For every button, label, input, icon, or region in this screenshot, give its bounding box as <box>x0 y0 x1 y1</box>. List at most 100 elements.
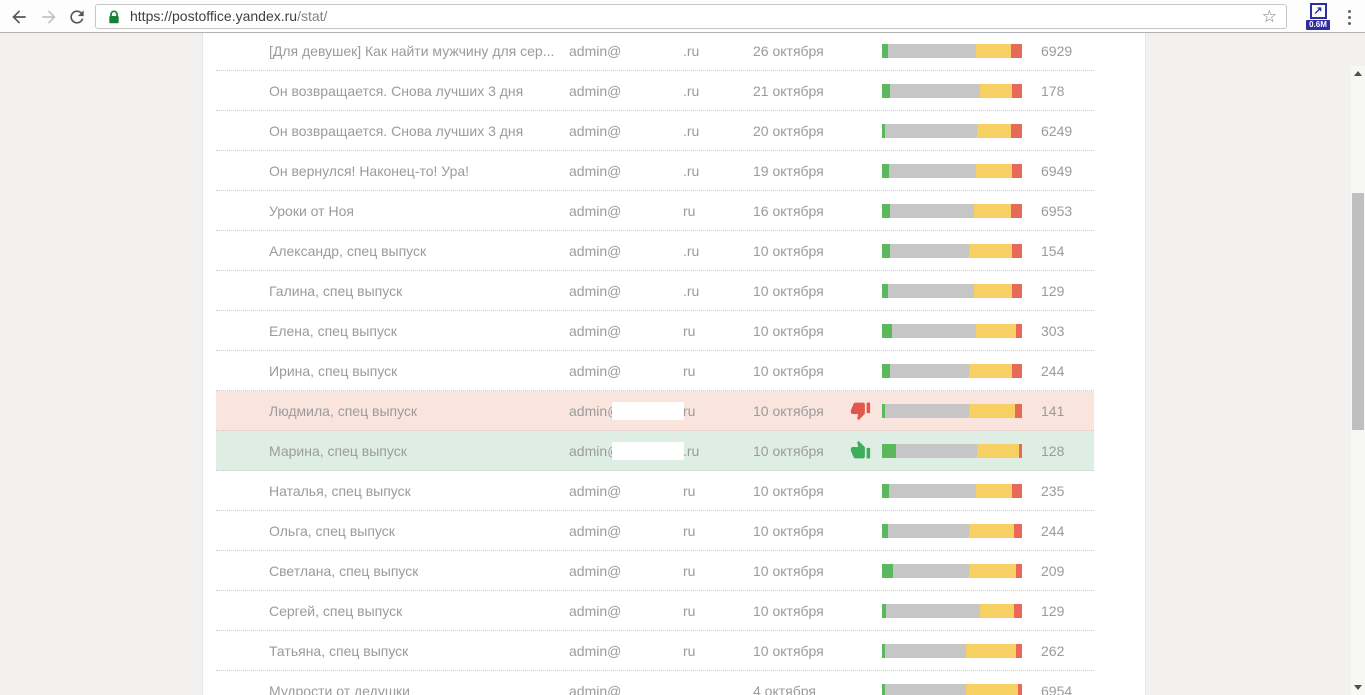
delivery-stats-bar <box>882 164 1022 178</box>
send-date: 10 октября <box>753 643 824 659</box>
bar-segment-red <box>1013 604 1022 618</box>
bar-segment-red <box>1010 124 1022 138</box>
url-host: https://postoffice.yandex.ru <box>130 8 298 24</box>
sender-email-prefix: admin@ <box>569 683 622 695</box>
bar-segment-yellow <box>975 324 1017 338</box>
scrollbar[interactable] <box>1351 66 1365 695</box>
scroll-up-button[interactable] <box>1351 66 1365 81</box>
bar-segment-green <box>882 124 885 138</box>
recipient-count: 303 <box>1041 323 1065 339</box>
recipient-count: 262 <box>1041 643 1065 659</box>
bar-segment-green <box>882 604 887 618</box>
bar-segment-green <box>882 324 892 338</box>
bar-segment-yellow <box>975 44 1011 58</box>
bar-segment-yellow <box>965 684 1018 695</box>
campaign-title: Светлана, спец выпуск <box>269 563 419 579</box>
table-row[interactable]: Татьяна, спец выпуск admin@ ru 10 октябр… <box>216 631 1094 671</box>
table-row[interactable]: Ирина, спец выпуск admin@ ru 10 октября … <box>216 351 1094 391</box>
reload-icon[interactable] <box>67 7 87 27</box>
table-row[interactable]: [Для девушек] Как найти мужчину для сер.… <box>216 33 1094 71</box>
bar-segment-gray <box>893 564 969 578</box>
send-date: 10 октября <box>753 443 824 459</box>
bar-segment-gray <box>889 164 976 178</box>
sender-email-prefix: admin@ <box>569 83 622 99</box>
sender-email-prefix: admin@ <box>569 443 622 459</box>
forward-icon[interactable] <box>39 7 59 27</box>
send-date: 10 октября <box>753 243 824 259</box>
bar-segment-gray <box>886 604 980 618</box>
recipient-count: 6249 <box>1041 123 1073 139</box>
send-date: 19 октября <box>753 163 824 179</box>
bar-segment-green <box>882 44 888 58</box>
sender-email-prefix: admin@ <box>569 243 622 259</box>
bar-segment-yellow <box>968 244 1013 258</box>
thumb-up-icon <box>850 440 871 461</box>
sender-email-suffix: ru <box>683 203 696 219</box>
table-row[interactable]: Наталья, спец выпуск admin@ ru 10 октябр… <box>216 471 1094 511</box>
delivery-stats-bar <box>882 564 1022 578</box>
bar-segment-green <box>882 84 891 98</box>
address-bar[interactable]: https://postoffice.yandex.ru/stat/ ☆ <box>95 4 1287 29</box>
table-row[interactable]: Он возвращается. Снова лучших 3 дня admi… <box>216 71 1094 111</box>
table-row[interactable]: Ольга, спец выпуск admin@ ru 10 октября … <box>216 511 1094 551</box>
sender-email-prefix: admin@ <box>569 563 622 579</box>
table-row[interactable]: Елена, спец выпуск admin@ ru 10 октября … <box>216 311 1094 351</box>
bar-segment-yellow <box>979 84 1013 98</box>
bookmark-star-icon[interactable]: ☆ <box>1261 7 1277 26</box>
sender-email-prefix: admin@ <box>569 483 622 499</box>
url-text: https://postoffice.yandex.ru/stat/ <box>130 5 327 28</box>
sender-email-prefix: admin@ <box>569 283 622 299</box>
bar-segment-red <box>1012 364 1022 378</box>
sender-email-suffix: .ru <box>683 123 700 139</box>
table-row[interactable]: Марина, спец выпуск admin@ .ru 10 октябр… <box>216 431 1094 471</box>
sender-email-prefix: admin@ <box>569 363 622 379</box>
bar-segment-red <box>1016 324 1022 338</box>
send-date: 16 октября <box>753 203 824 219</box>
extension-icon[interactable]: ↗ 0.6M <box>1303 3 1333 31</box>
sender-email-prefix: admin@ <box>569 123 622 139</box>
email-redaction-box <box>612 442 684 460</box>
bar-segment-gray <box>896 444 978 458</box>
send-date: 26 октября <box>753 43 824 59</box>
bar-segment-gray <box>887 524 969 538</box>
thumb-down-icon <box>850 400 871 421</box>
delivery-stats-bar <box>882 404 1022 418</box>
sender-email-prefix: admin@ <box>569 323 622 339</box>
bar-segment-red <box>1012 84 1022 98</box>
table-row[interactable]: Александр, спец выпуск admin@ .ru 10 окт… <box>216 231 1094 271</box>
bar-segment-green <box>882 284 888 298</box>
campaign-title: Уроки от Ноя <box>269 203 354 219</box>
table-row[interactable]: Сергей, спец выпуск admin@ ru 10 октября… <box>216 591 1094 631</box>
sender-email-suffix: .ru <box>683 163 700 179</box>
menu-icon[interactable] <box>1343 6 1355 28</box>
bar-segment-green <box>882 684 885 695</box>
sender-email-suffix: ru <box>683 603 696 619</box>
bar-segment-red <box>1012 484 1022 498</box>
campaign-title: Мудрости от дедушки <box>269 683 410 695</box>
table-row[interactable]: Уроки от Ноя admin@ ru 16 октября 6953 <box>216 191 1094 231</box>
delivery-stats-bar <box>882 684 1022 695</box>
back-icon[interactable] <box>9 7 29 27</box>
table-row[interactable]: Людмила, спец выпуск admin@ ru 10 октябр… <box>216 391 1094 431</box>
bar-segment-red <box>1012 284 1022 298</box>
recipient-count: 129 <box>1041 283 1065 299</box>
table-row[interactable]: Светлана, спец выпуск admin@ ru 10 октяб… <box>216 551 1094 591</box>
scroll-down-button[interactable] <box>1351 680 1365 695</box>
bar-segment-yellow <box>977 124 1011 138</box>
bar-segment-gray <box>884 124 978 138</box>
sender-email-prefix: admin@ <box>569 603 622 619</box>
bar-segment-green <box>882 444 896 458</box>
page-background: [Для девушек] Как найти мужчину для сер.… <box>0 33 1365 695</box>
delivery-stats-bar <box>882 604 1022 618</box>
scrollbar-thumb[interactable] <box>1352 193 1364 430</box>
send-date: 10 октября <box>753 403 824 419</box>
recipient-count: 178 <box>1041 83 1065 99</box>
table-row[interactable]: Мудрости от дедушки admin@ 4 октября 695… <box>216 671 1094 695</box>
sender-email-suffix: ru <box>683 403 696 419</box>
table-row[interactable]: Он возвращается. Снова лучших 3 дня admi… <box>216 111 1094 151</box>
table-row[interactable]: Галина, спец выпуск admin@ .ru 10 октябр… <box>216 271 1094 311</box>
table-row[interactable]: Он вернулся! Наконец-то! Ура! admin@ .ru… <box>216 151 1094 191</box>
bar-segment-gray <box>887 44 976 58</box>
campaign-title: Ольга, спец выпуск <box>269 523 395 539</box>
recipient-count: 244 <box>1041 363 1065 379</box>
